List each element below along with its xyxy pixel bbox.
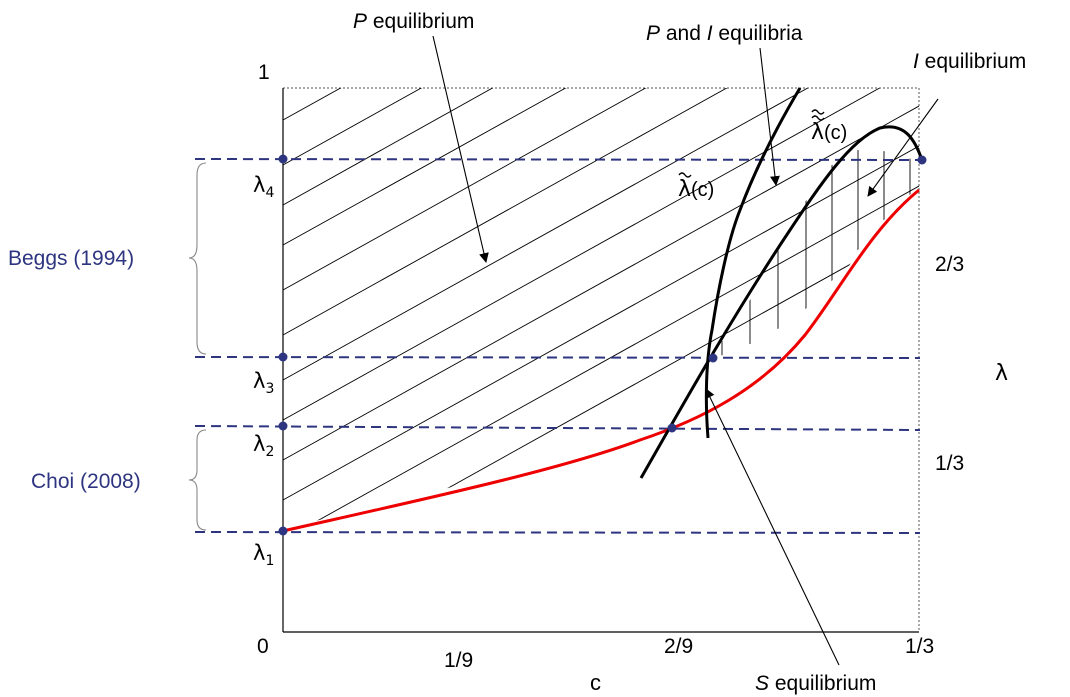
lambda-tilde-arg: (c) [691, 179, 714, 201]
key-points [278, 154, 927, 536]
label-lambda-double-tilde: λ (c) [811, 109, 847, 145]
label-p-equilibrium: P equilibrium [353, 10, 474, 33]
diagonal-hatching [283, 88, 919, 529]
threshold-lines [194, 158, 921, 534]
lambda-tilde-symbol: λ [678, 177, 691, 202]
arrow-p-and-i-equilibria [759, 47, 780, 186]
red-curve [282, 188, 920, 533]
x-tick-1-9: 1/9 [444, 649, 473, 672]
x-axis-label: c [590, 670, 601, 695]
point-right-end [917, 155, 927, 165]
plot-frame [282, 87, 920, 633]
y-tick-1: 1 [258, 61, 270, 84]
tilde-mark [678, 172, 692, 178]
x-tick-1-3: 1/3 [905, 635, 934, 658]
label-i-equilibrium: I equilibrium [913, 50, 1026, 73]
vertical-hatching [721, 150, 911, 360]
lambda4-line [194, 158, 921, 161]
point-curve-intersection [708, 353, 718, 363]
lambda-double-tilde-symbol: λ [811, 120, 824, 145]
point-lambda2 [278, 421, 288, 431]
label-lambda-tilde: λ (c) [678, 172, 714, 202]
x-tick-0: 0 [257, 635, 269, 658]
choi-label: Choi (2008) [31, 470, 141, 493]
lambda-double-tilde-arg: (c) [824, 122, 847, 144]
y-axis-label: λ [995, 361, 1008, 386]
choi-brace [188, 429, 207, 531]
arrow-p-equilibrium [432, 35, 489, 263]
label-s-equilibrium: S equilibrium [755, 672, 876, 695]
point-lambda1 [278, 526, 288, 536]
lambda1-label: λ1 [253, 541, 274, 569]
lambda2-line [194, 425, 921, 431]
y-tick-right-1-3: 1/3 [935, 452, 964, 475]
lambda3-label: λ3 [253, 369, 274, 397]
braces [188, 162, 207, 531]
x-tick-2-9: 2/9 [664, 635, 693, 658]
point-red-lambda2 [667, 423, 677, 433]
beggs-label: Beggs (1994) [8, 247, 134, 270]
y-tick-right-2-3: 2/3 [935, 253, 964, 276]
arrow-s-equilibrium [705, 388, 840, 666]
lambda1-line [194, 531, 921, 534]
lambda-double-tilde-curve [639, 125, 924, 479]
point-lambda3 [278, 352, 288, 362]
lambda4-label: λ4 [253, 173, 274, 201]
tilde-mark-2 [811, 109, 825, 115]
lambda-tilde-curve [704, 87, 802, 439]
tilde-mark-1 [811, 115, 825, 121]
label-p-and-i-equilibria: P and I equilibria [646, 22, 803, 45]
lambda3-line [194, 356, 921, 359]
pointer-arrows [432, 35, 939, 666]
lambda2-label: λ2 [253, 432, 274, 460]
arrow-i-equilibrium [867, 98, 939, 197]
point-lambda4 [278, 154, 288, 164]
beggs-brace [188, 162, 207, 355]
